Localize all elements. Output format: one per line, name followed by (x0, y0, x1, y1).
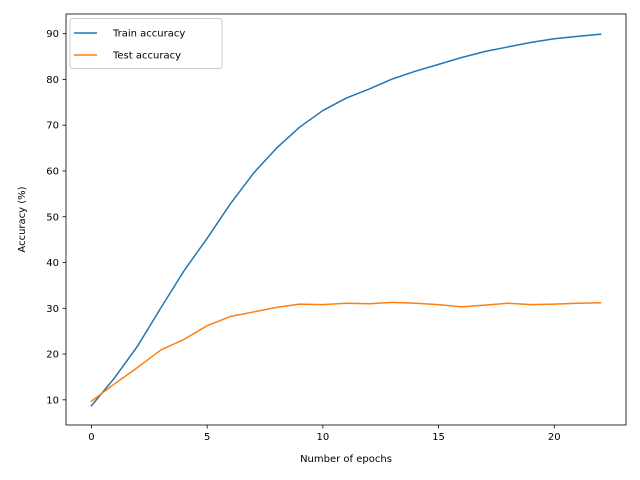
plot-frame (65, 13, 627, 426)
x-tick-label: 20 (548, 432, 561, 443)
y-tick-label: 50 (46, 212, 59, 223)
x-axis-label: Number of epochs (300, 454, 392, 465)
y-axis-label: Accuracy (%) (17, 186, 28, 252)
series-line-2 (90, 301, 602, 403)
y-tick-label: 30 (46, 304, 59, 315)
x-tick-label: 5 (204, 432, 210, 443)
x-axis: 0 5 10 15 20 (88, 425, 561, 443)
legend-box (69, 18, 223, 69)
x-tick-label: 15 (432, 432, 445, 443)
y-tick-label: 10 (46, 395, 59, 406)
y-tick-label: 70 (46, 121, 59, 132)
y-axis: 10 20 30 40 50 60 70 80 90 (46, 29, 66, 406)
legend-label: Train accuracy (112, 29, 185, 40)
legend-label: Test accuracy (112, 51, 181, 62)
x-tick-label: 10 (316, 432, 329, 443)
y-tick-label: 20 (46, 350, 59, 361)
y-tick-label: 60 (46, 166, 59, 177)
series-line-1 (90, 33, 602, 407)
plot-lines (90, 33, 602, 407)
legend: Train accuracy Test accuracy (69, 18, 223, 69)
y-tick-label: 40 (46, 258, 59, 269)
y-tick-label: 90 (46, 29, 59, 40)
y-tick-label: 80 (46, 75, 59, 86)
x-tick-label: 0 (88, 432, 94, 443)
